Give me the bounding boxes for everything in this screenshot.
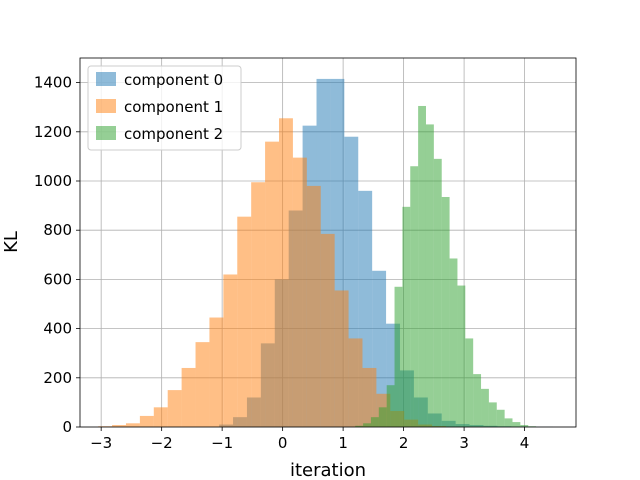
- legend-label-component-0: component 0: [124, 71, 223, 89]
- y-tick-label: 1400: [34, 74, 72, 92]
- y-tick-label: 0: [62, 418, 72, 436]
- histogram-bar: [292, 157, 307, 427]
- histogram-bar: [306, 185, 321, 427]
- histogram-bar: [251, 182, 266, 427]
- histogram-bar: [520, 425, 529, 427]
- histogram-bar: [125, 423, 140, 427]
- x-tick-label: −1: [211, 434, 233, 452]
- histogram-bar: [378, 407, 387, 427]
- histogram-bar: [449, 258, 458, 427]
- x-tick-label: 1: [338, 434, 348, 452]
- y-tick-label: 200: [43, 369, 72, 387]
- histogram-bar: [139, 415, 154, 427]
- histogram-bar: [394, 286, 403, 427]
- histogram-bar: [237, 216, 252, 427]
- histogram-bar: [425, 124, 434, 428]
- histogram-bar: [386, 385, 395, 427]
- y-tick-label: 600: [43, 270, 72, 288]
- histogram-bar: [355, 425, 364, 427]
- histogram-bar: [209, 317, 224, 427]
- y-tick-label: 800: [43, 221, 72, 239]
- y-tick-label: 400: [43, 320, 72, 338]
- histogram-bar: [363, 423, 371, 427]
- x-tick-label: 2: [399, 434, 409, 452]
- histogram-bar: [473, 374, 482, 427]
- histogram-bar: [441, 196, 450, 427]
- histogram-bar: [402, 206, 411, 427]
- histogram-bar: [279, 118, 293, 428]
- histogram-bar: [465, 338, 474, 427]
- histogram-bar: [348, 338, 363, 427]
- x-tick-label: −2: [151, 434, 173, 452]
- histogram-bar: [410, 166, 419, 428]
- histogram-bar: [334, 290, 349, 427]
- legend-frame: [87, 65, 242, 151]
- histogram-bar: [223, 274, 238, 427]
- histogram-bar: [512, 422, 521, 427]
- histogram-bar: [112, 425, 126, 427]
- histogram-bar: [418, 105, 426, 427]
- y-axis-title: KL: [1, 231, 22, 253]
- histogram-bar: [488, 402, 497, 427]
- histogram-bar: [496, 409, 505, 427]
- histogram-bars: [98, 78, 554, 428]
- y-tick-label: 1000: [34, 172, 72, 190]
- x-tick-label: 0: [278, 434, 288, 452]
- series-component-2: [355, 105, 537, 428]
- histogram-bar: [370, 417, 379, 427]
- x-tick-label: 3: [459, 434, 469, 452]
- histogram-bar: [195, 342, 210, 427]
- x-axis-title: iteration: [290, 460, 366, 480]
- histogram-bar: [265, 141, 280, 427]
- legend: component 0 component 1 component 2: [87, 65, 242, 151]
- legend-label-component-1: component 1: [124, 98, 223, 116]
- y-tick-label: 1200: [34, 123, 72, 141]
- histogram-bar: [504, 418, 513, 427]
- x-tick-label: 4: [520, 434, 530, 452]
- axis-ticks: −3 −2 −1 0 1 2 3 4 0 200 400 600 800 1000 1200 1400: [34, 74, 530, 452]
- legend-swatch-component-2: [96, 126, 116, 140]
- x-tick-label: −3: [90, 434, 112, 452]
- legend-swatch-component-1: [96, 99, 116, 113]
- histogram-bar: [181, 367, 196, 427]
- legend-swatch-component-0: [96, 72, 116, 86]
- histogram-bar: [433, 158, 442, 428]
- histogram-bar: [481, 388, 489, 427]
- histogram-bar: [457, 285, 466, 427]
- histogram-bar: [153, 407, 168, 427]
- legend-label-component-2: component 2: [124, 125, 223, 143]
- histogram-bar: [320, 233, 335, 427]
- histogram-bar: [362, 367, 377, 427]
- plot-frame: [79, 57, 577, 428]
- histogram-bar: [167, 390, 182, 427]
